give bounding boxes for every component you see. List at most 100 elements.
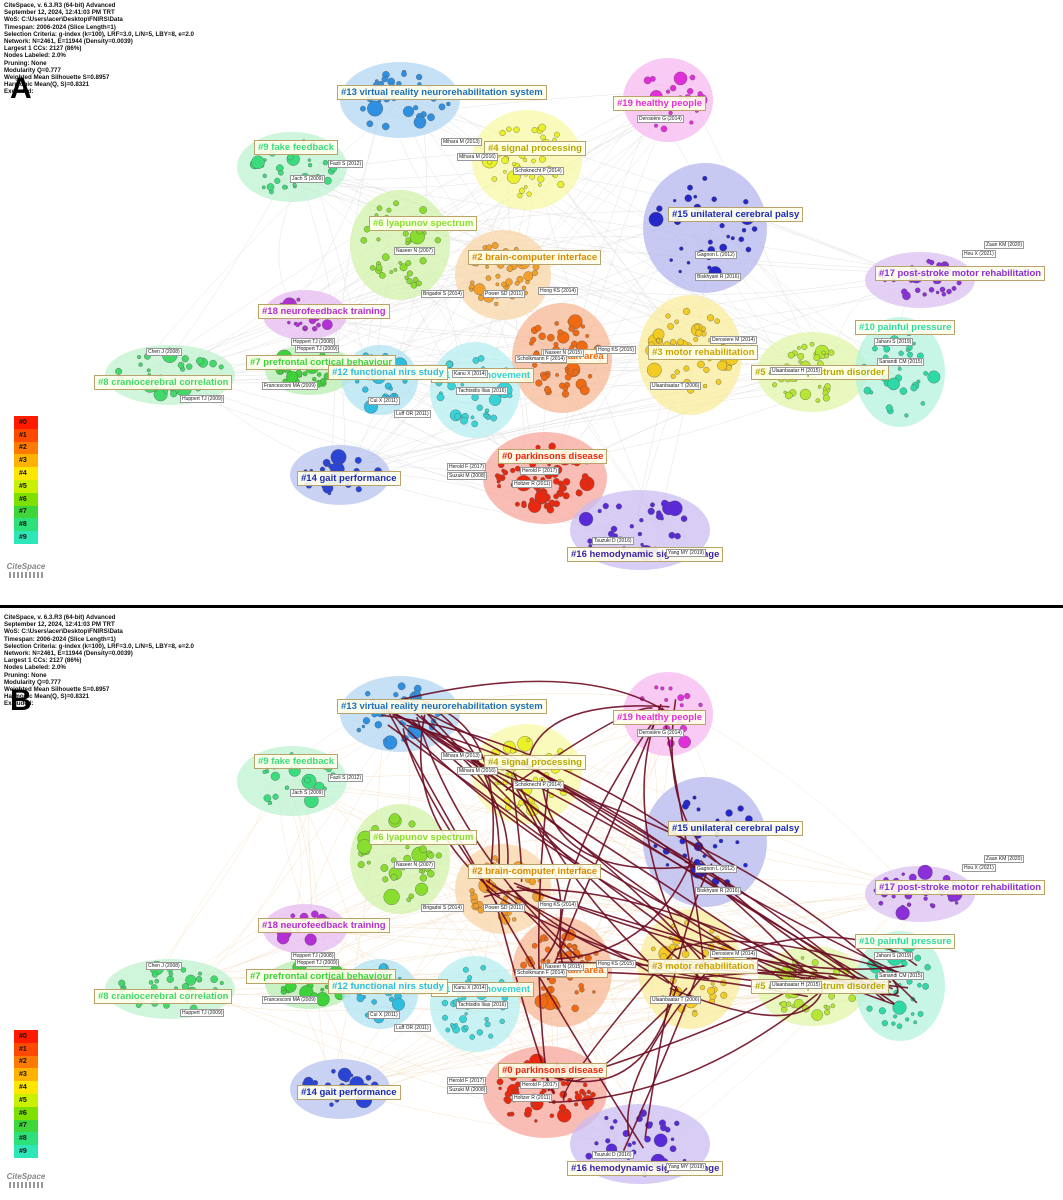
- citation-node: [436, 393, 445, 402]
- citation-node: [484, 1017, 489, 1022]
- citation-node: [534, 490, 548, 504]
- citation-node: [521, 285, 527, 290]
- node-label: Huppert TJ (2009): [180, 395, 225, 403]
- citation-node: [523, 185, 528, 189]
- citation-node: [800, 956, 805, 960]
- citation-node: [679, 246, 684, 251]
- citation-node: [526, 738, 531, 742]
- node-label: Hoppert TJ (2009): [295, 345, 340, 353]
- burst-link: [387, 724, 707, 958]
- citation-node: [537, 175, 545, 183]
- node-label: Scholkmann F (2014): [515, 969, 567, 977]
- logo-bars: [9, 1182, 43, 1188]
- citation-node: [895, 905, 910, 921]
- citation-node: [586, 1089, 592, 1095]
- citation-node: [929, 903, 934, 907]
- citation-node: [544, 386, 551, 394]
- cluster-13: [340, 62, 460, 138]
- citation-node: [381, 122, 390, 131]
- legend-swatch: #8: [14, 518, 38, 532]
- cluster-label: #18 neurofeedback training: [258, 918, 390, 933]
- citation-node: [719, 223, 725, 229]
- citation-node: [904, 413, 909, 418]
- citation-node: [498, 1086, 502, 1091]
- cluster-2: [455, 230, 551, 320]
- citation-node: [555, 373, 559, 377]
- link: [564, 715, 675, 1086]
- citation-node: [523, 271, 534, 281]
- citation-node: [558, 485, 565, 492]
- citation-node: [917, 1011, 924, 1017]
- citation-node: [292, 182, 297, 187]
- legend-swatch: #4: [14, 467, 38, 480]
- legend-swatch: #6: [14, 1106, 38, 1120]
- node-label: Ulaanbaatar H (2015): [770, 367, 823, 375]
- citation-node: [714, 318, 720, 324]
- citation-node: [501, 281, 507, 287]
- citation-node: [383, 738, 387, 743]
- citation-node: [935, 290, 940, 295]
- citation-node: [574, 990, 579, 995]
- logo-bars: [9, 572, 43, 578]
- node-label: Francesconi MA (2009): [262, 996, 318, 1004]
- legend-swatch: #7: [14, 505, 38, 519]
- citation-node: [463, 1025, 469, 1031]
- node-label: Ulaanbaatar T (2006): [650, 382, 702, 390]
- citation-node: [553, 131, 560, 138]
- citation-node: [405, 260, 412, 267]
- citation-node: [527, 499, 542, 513]
- citation-node: [561, 390, 570, 398]
- citation-node: [383, 735, 398, 750]
- node-label: Schoknecht P (2014): [513, 167, 564, 175]
- meta-line: September 12, 2024, 12:41:03 PM TRT: [4, 9, 115, 17]
- legend-swatch: #4: [14, 1081, 38, 1094]
- panel-divider: [0, 605, 1063, 608]
- cluster-hull: [350, 190, 450, 300]
- citation-node: [687, 184, 693, 191]
- citation-node: [654, 123, 658, 128]
- citation-node: [701, 326, 706, 332]
- citation-node: [922, 983, 929, 990]
- cluster-hull: [472, 724, 582, 824]
- citation-node: [504, 1096, 512, 1104]
- citation-node: [438, 103, 446, 111]
- citation-node: [280, 985, 286, 991]
- citation-node: [154, 978, 160, 984]
- citation-node: [502, 469, 509, 476]
- node-label: Tsuzuki D (2016): [592, 1151, 634, 1159]
- panel-letter: A: [10, 72, 32, 105]
- citation-node: [665, 89, 671, 94]
- citation-node: [185, 974, 197, 986]
- meta-line: Harmonic Mean(Q, S)=0.8321: [4, 693, 90, 701]
- node-label: Yang MY (2019): [666, 549, 706, 557]
- citation-node: [710, 981, 715, 986]
- citation-node: [397, 682, 406, 691]
- cluster-label: #13 virtual reality neurorehabilitation …: [337, 699, 547, 714]
- node-label: Sanandi CM (2015): [877, 972, 925, 980]
- citation-node: [743, 199, 749, 205]
- node-label: Jach S (2009): [290, 175, 326, 183]
- citation-node: [209, 359, 217, 368]
- citation-node: [924, 964, 931, 971]
- citation-node: [513, 126, 520, 133]
- link: [324, 986, 800, 1090]
- cluster-color-legend: #0 #1 #2 #3 #4 #5 #6 #7 #8 #9: [14, 1030, 38, 1158]
- citation-node: [524, 1106, 533, 1114]
- citation-node: [689, 74, 696, 81]
- cluster-label: #18 neurofeedback training: [258, 304, 390, 319]
- citation-node: [584, 1104, 590, 1110]
- citation-node: [170, 390, 178, 398]
- burst-link: [505, 707, 653, 792]
- citation-node: [405, 845, 410, 850]
- cluster-hull: [643, 777, 767, 907]
- citation-node: [486, 244, 492, 251]
- citation-node: [558, 1104, 567, 1112]
- citation-node: [939, 286, 946, 293]
- cluster-label: #0 parkinsons disease: [498, 449, 608, 464]
- citation-node: [539, 155, 546, 163]
- citation-node: [648, 1121, 654, 1127]
- citation-node: [393, 692, 399, 698]
- citation-node: [138, 362, 143, 367]
- citation-node: [585, 334, 590, 338]
- cluster-label: #9 fake feedback: [254, 754, 339, 769]
